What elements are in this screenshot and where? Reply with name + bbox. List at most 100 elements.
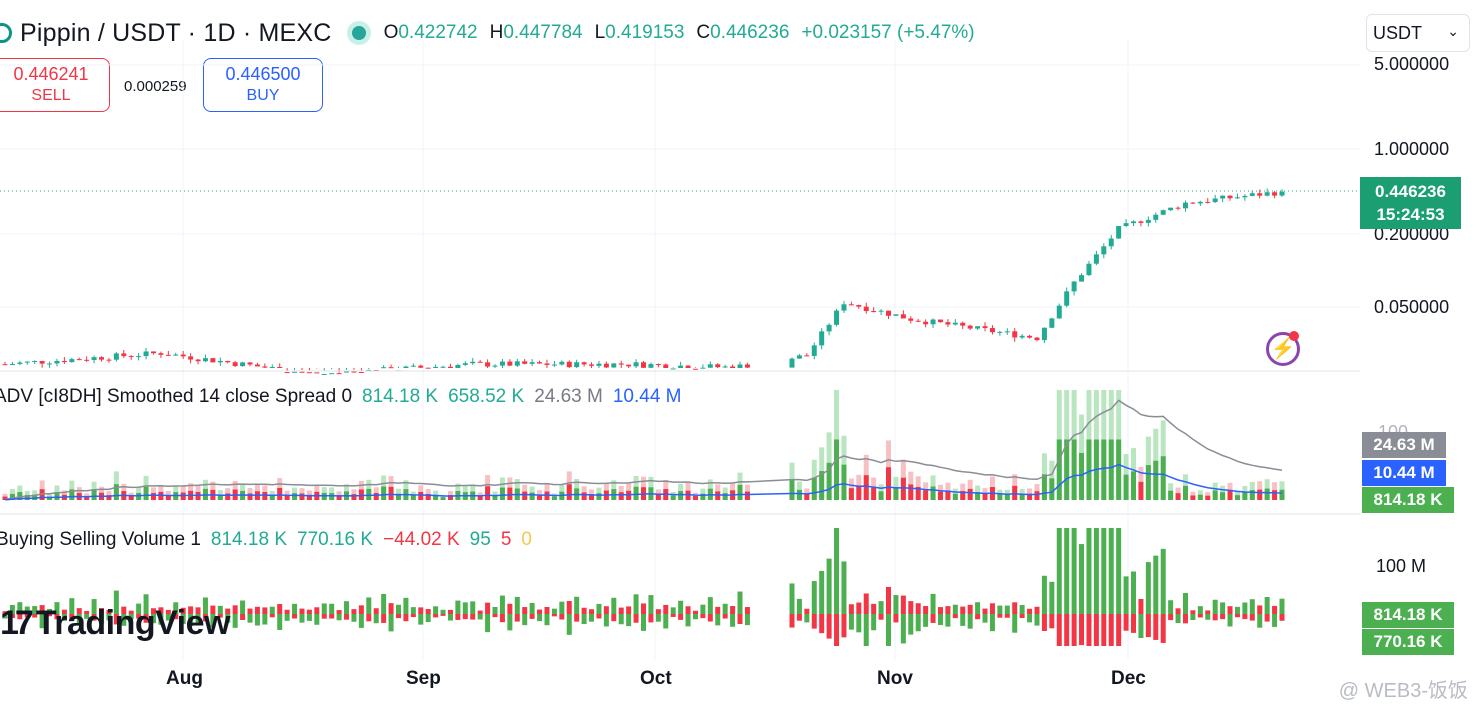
adv-bar	[284, 494, 290, 500]
adv-bar	[1056, 439, 1062, 500]
bsv-bar-down	[507, 614, 513, 631]
adv-bar	[1227, 490, 1233, 500]
bsv-bar-up	[819, 570, 825, 614]
adv-bar	[908, 484, 914, 500]
symbol-title[interactable]: Pippin / USDT · 1D · MEXC	[20, 18, 332, 47]
bsv-bar-up	[136, 603, 142, 614]
candle-body	[1123, 223, 1129, 227]
candle-body	[455, 364, 461, 368]
bsv-bar-down	[707, 614, 713, 622]
bsv-bar-up	[61, 609, 67, 614]
bsv-bar-down	[188, 614, 194, 627]
candle-body	[1272, 192, 1278, 196]
adv-bar	[136, 493, 142, 500]
bsv-bar-down	[581, 614, 587, 624]
candle-body	[871, 311, 877, 313]
lightning-icon[interactable]: ⚡	[1266, 332, 1300, 366]
bsv-v5: 5	[500, 529, 512, 550]
bsv-bar-up	[314, 607, 320, 614]
bsv-bar-down	[1227, 614, 1233, 627]
bsv-bar-down	[1034, 614, 1040, 626]
bsv-bar-down	[796, 614, 802, 621]
candle-body	[477, 361, 483, 363]
month-dec: Dec	[1111, 668, 1146, 689]
adv-bar	[544, 491, 550, 500]
bsv-bar-down	[462, 614, 468, 620]
adv-bar	[1138, 481, 1144, 500]
adv-legend[interactable]: ADV [cI8DH] Smoothed 14 close Spread 0 8…	[0, 386, 682, 408]
bsv-bar-up	[410, 607, 416, 614]
bsv-bar-down	[76, 614, 82, 624]
bsv-bar-up	[24, 606, 30, 614]
bsv-bar-down	[811, 614, 817, 629]
candle-body	[39, 360, 45, 364]
bsv-bar-down	[923, 614, 929, 627]
bsv-bar-up	[165, 609, 171, 614]
bsv-bar-up	[707, 597, 713, 614]
adv-bar	[39, 489, 45, 500]
adv-bar	[1220, 492, 1226, 500]
bsv-bar-down	[871, 614, 877, 631]
bsv-bar-up	[514, 596, 520, 614]
buy-label: BUY	[246, 87, 280, 104]
candle-body	[188, 356, 194, 360]
bsv-bar-up	[737, 591, 743, 614]
bsv-bar-up	[1056, 528, 1062, 614]
adv-bar	[529, 492, 535, 500]
adv-bar	[373, 493, 379, 500]
bsv-bar-up	[158, 607, 164, 614]
currency-select[interactable]: USDT ⌄	[1366, 14, 1470, 52]
candle-body	[596, 363, 602, 366]
bsv-bar-down	[210, 614, 216, 628]
adv-bar	[1279, 489, 1285, 500]
adv-bar	[165, 495, 171, 500]
adv-bar	[492, 495, 498, 500]
candle-body	[618, 363, 624, 365]
bsv-bar-up	[789, 583, 795, 614]
bsv-bar-up	[150, 608, 156, 614]
adv-bar	[395, 493, 401, 500]
adv-ma-gray-line	[4, 399, 1283, 501]
candle-body	[99, 357, 105, 360]
candle-body	[811, 345, 817, 356]
adv-bar	[975, 492, 981, 500]
adv-bar	[678, 491, 684, 500]
bsv-bar-down	[1249, 614, 1255, 621]
candle-body	[113, 353, 119, 360]
bsv-bar-up	[655, 609, 661, 614]
bsv-bar-up	[863, 593, 869, 614]
adv-bar	[1034, 491, 1040, 500]
bsv-bar-down	[128, 614, 134, 620]
bsv-bar-down	[32, 614, 38, 618]
adv-bar	[358, 489, 364, 500]
candle-body	[678, 365, 684, 368]
candle-body	[551, 364, 557, 366]
last-price-tag: 0.446236 15:24:53	[1360, 177, 1461, 229]
buy-button[interactable]: 0.446500 BUY	[203, 58, 323, 112]
market-open-icon	[351, 26, 366, 40]
bsv-bar-down	[440, 614, 446, 616]
bsv-bar-up	[492, 606, 498, 614]
bsv-legend[interactable]: Buying Selling Volume 1 814.18 K 770.16 …	[0, 529, 532, 551]
bsv-bar-up	[566, 600, 572, 614]
bsv-bar-up	[945, 606, 951, 614]
adv-bar	[633, 486, 639, 500]
candle-body	[804, 355, 810, 357]
bsv-bar-up	[997, 605, 1003, 614]
adv-bar	[900, 477, 906, 500]
bsv-bar-down	[143, 614, 149, 623]
bsv-bar-up	[395, 604, 401, 614]
tradingview-logo[interactable]: 17 TradingView	[0, 604, 230, 642]
bsv-bar-down	[975, 614, 981, 620]
bsv-bar-down	[633, 614, 639, 623]
sell-button[interactable]: 0.446241 SELL	[0, 58, 110, 112]
adv-bar	[893, 487, 899, 500]
bsv-bar-down	[477, 614, 483, 620]
bsv-bar-up	[1249, 599, 1255, 614]
adv-bar	[1041, 474, 1047, 500]
candle-body	[284, 372, 290, 374]
candle-body	[707, 364, 713, 368]
bsv-bar-down	[314, 614, 320, 625]
bsv-bar-up	[240, 600, 246, 614]
